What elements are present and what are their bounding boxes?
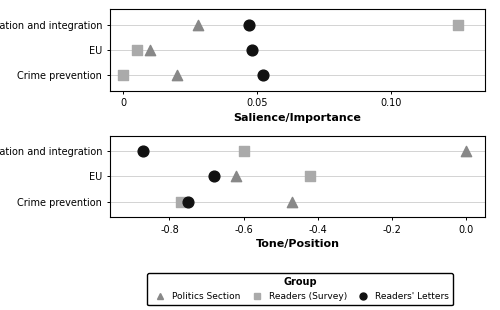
- Point: [194, 22, 202, 27]
- Legend: Politics Section, Readers (Survey), Readers' Letters: Politics Section, Readers (Survey), Read…: [147, 273, 453, 305]
- Point: [146, 47, 154, 52]
- Point: [240, 148, 248, 153]
- Point: [462, 148, 470, 153]
- Point: [288, 199, 296, 204]
- X-axis label: Salience/Importance: Salience/Importance: [234, 113, 362, 122]
- Point: [133, 47, 141, 52]
- Point: [140, 148, 147, 153]
- Point: [173, 73, 181, 78]
- Point: [176, 199, 184, 204]
- Point: [454, 22, 462, 27]
- Point: [258, 73, 266, 78]
- Point: [210, 174, 218, 179]
- Point: [120, 73, 128, 78]
- Point: [306, 174, 314, 179]
- X-axis label: Tone/Position: Tone/Position: [256, 239, 340, 249]
- Point: [248, 47, 256, 52]
- Point: [246, 22, 254, 27]
- Point: [184, 199, 192, 204]
- Point: [232, 174, 240, 179]
